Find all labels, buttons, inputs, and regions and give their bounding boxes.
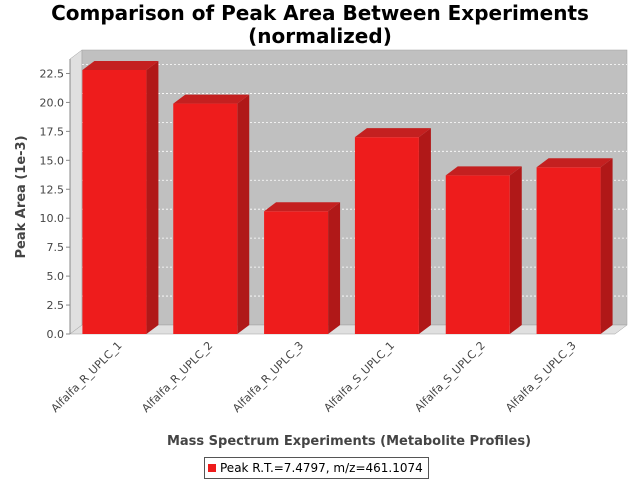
y-tick-label: 20.0 — [40, 96, 65, 109]
bar — [173, 103, 238, 334]
gridlines — [82, 64, 627, 297]
legend-swatch — [208, 464, 216, 472]
plot-left-wall — [69, 49, 83, 335]
y-tick-label: 15.0 — [40, 154, 65, 167]
bar-side — [509, 166, 522, 334]
y-tick-label: 22.5 — [40, 67, 65, 80]
x-tick-label: Alfalfa_S_UPLC_2 — [412, 339, 488, 415]
y-tick-label: 0.0 — [47, 328, 65, 341]
x-tick-label: Alfalfa_S_UPLC_3 — [503, 339, 579, 415]
bar-side — [146, 61, 159, 334]
x-tick-label: Alfalfa_R_UPLC_3 — [230, 339, 306, 415]
x-axis-label: Mass Spectrum Experiments (Metabolite Pr… — [167, 434, 531, 449]
bar-side — [600, 158, 613, 334]
bar — [354, 137, 419, 334]
bar — [536, 167, 601, 334]
y-tick-labels: 0.0 2.5 5.0 7.5 10.0 12.5 15.0 17.5 20.0 22.5 — [40, 67, 70, 341]
bar — [82, 70, 147, 334]
bar-top — [264, 202, 341, 212]
plot-back-wall — [81, 49, 628, 326]
x-tick-label: Alfalfa_S_UPLC_1 — [321, 339, 397, 415]
legend: Peak R.T.=7.4797, m/z=461.1074 — [204, 457, 429, 479]
bar-top — [354, 128, 431, 138]
bars-group — [82, 61, 613, 334]
bar-top — [82, 61, 159, 70]
bar-top — [536, 158, 613, 168]
y-tick-label: 7.5 — [47, 241, 65, 254]
bar-top — [173, 94, 250, 104]
bar-side — [237, 94, 250, 334]
y-tick-label: 12.5 — [40, 183, 65, 196]
x-tick-labels: Alfalfa_R_UPLC_1 Alfalfa_R_UPLC_2 Alfalfa_… — [49, 339, 579, 415]
bar — [264, 211, 329, 334]
y-tick-label: 17.5 — [40, 125, 65, 138]
bar-side — [328, 202, 341, 334]
legend-label: Peak R.T.=7.4797, m/z=461.1074 — [220, 461, 423, 475]
chart-subtitle: (normalized) — [248, 24, 392, 48]
bar — [445, 175, 510, 334]
bar-top — [445, 166, 522, 176]
bar-side — [418, 128, 431, 334]
y-axis-label: Peak Area (1e-3) — [14, 135, 29, 258]
y-tick-label: 5.0 — [47, 270, 65, 283]
chart-title: Comparison of Peak Area Between Experime… — [0, 2, 640, 48]
x-tick-label: Alfalfa_R_UPLC_1 — [49, 339, 125, 415]
y-tick-label: 2.5 — [47, 299, 65, 312]
y-tick-label: 10.0 — [40, 212, 65, 225]
chart-title-main: Comparison of Peak Area Between Experime… — [51, 1, 589, 25]
x-tick-label: Alfalfa_R_UPLC_2 — [139, 339, 215, 415]
